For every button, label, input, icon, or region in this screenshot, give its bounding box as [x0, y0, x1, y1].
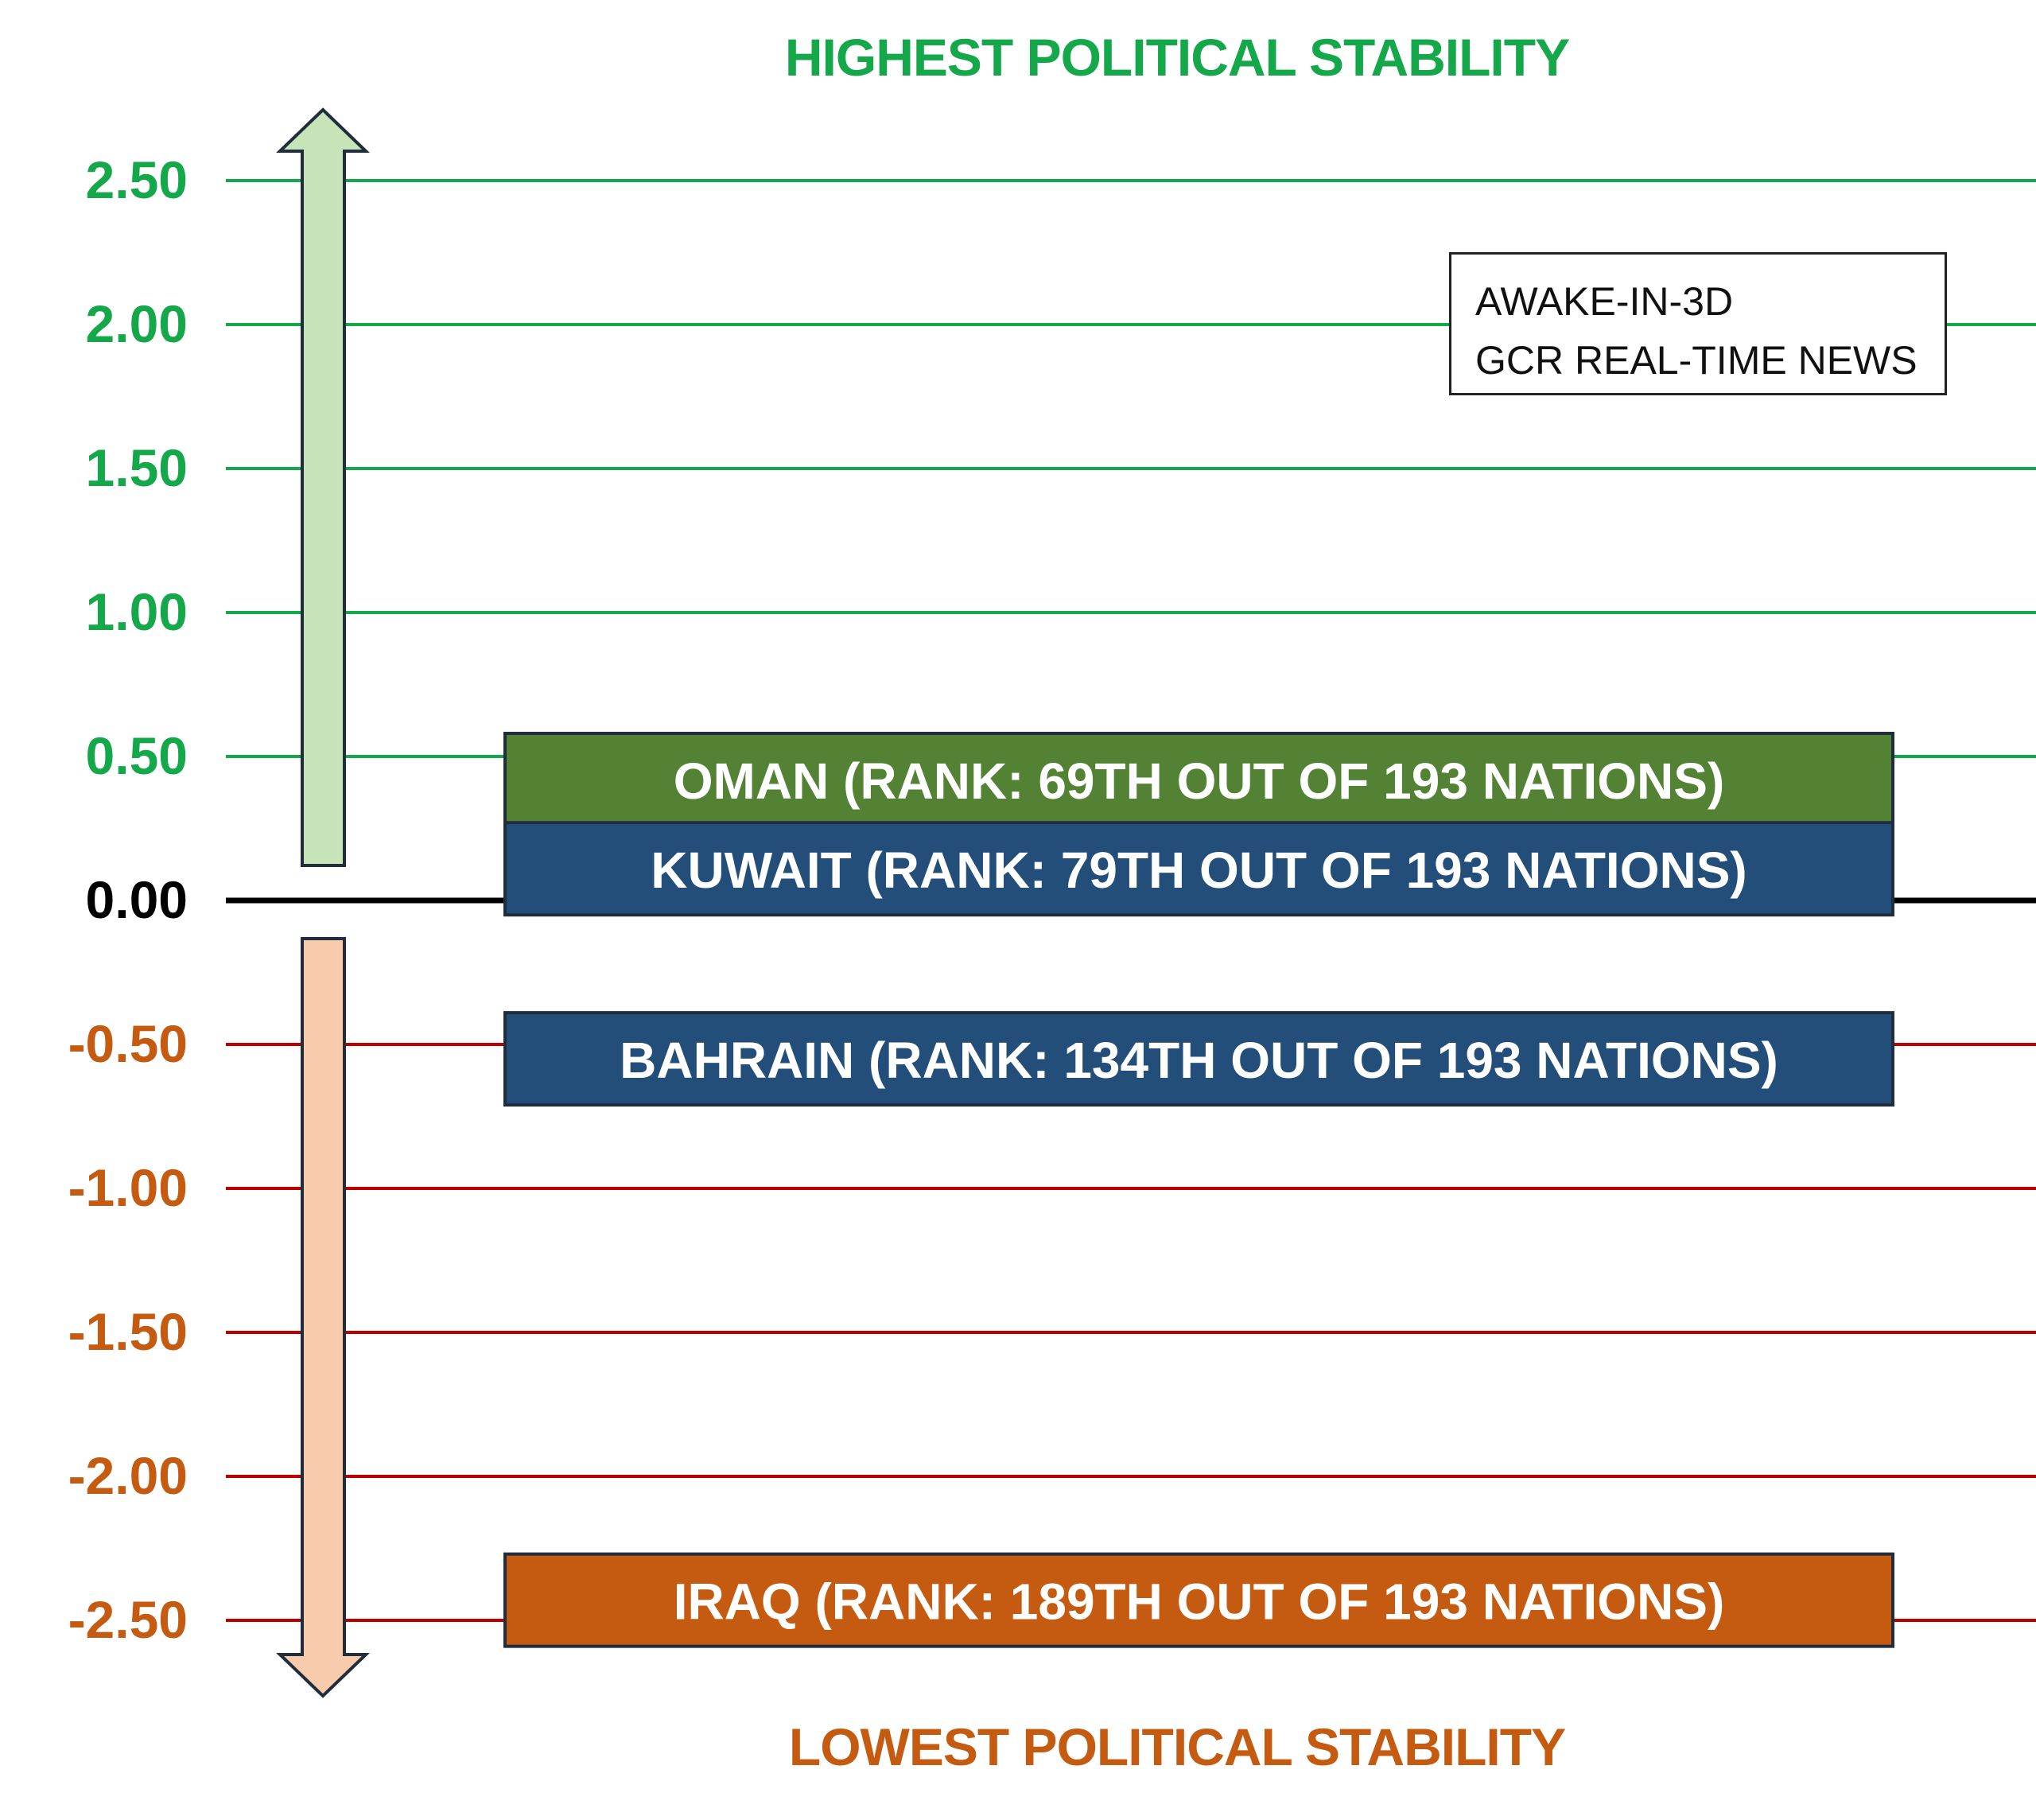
y-tick-label: -0.50 — [68, 1014, 188, 1073]
country-bars: OMAN (RANK: 69TH OUT OF 193 NATIONS) KUWA… — [503, 731, 1894, 1648]
country-bar: BAHRAIN (RANK: 134TH OUT OF 193 NATIONS) — [503, 1011, 1894, 1107]
y-tick-label: -1.50 — [68, 1302, 188, 1361]
bar-label: KUWAIT (RANK: 79TH OUT OF 193 NATIONS) — [651, 842, 1747, 899]
down-arrow-icon — [276, 937, 370, 1698]
y-axis-tick-labels: 2.50 2.00 1.50 1.00 0.50 0.00 -0.50 -1.00 -1.50 -… — [68, 150, 188, 1649]
bar-rect — [503, 821, 1894, 917]
bar-label: BAHRAIN (RANK: 134TH OUT OF 193 NATIONS) — [620, 1032, 1778, 1089]
bar-rect — [503, 1552, 1894, 1648]
y-tick-label: -2.50 — [68, 1590, 188, 1649]
y-tick-label: 0.50 — [86, 726, 188, 785]
y-tick-label: 1.50 — [86, 438, 188, 497]
bar-rect — [503, 1011, 1894, 1107]
country-bar: OMAN (RANK: 69TH OUT OF 193 NATIONS) — [503, 731, 1894, 827]
watermark-line-2: GCR REAL-TIME NEWS — [1475, 338, 1917, 383]
scale-arrows — [276, 107, 370, 1698]
y-tick-label: 0.00 — [86, 870, 188, 929]
chart-bottom-title: LOWEST POLITICAL STABILITY — [788, 1717, 1566, 1776]
y-tick-label: 1.00 — [86, 582, 188, 641]
y-tick-label: 2.50 — [86, 150, 188, 209]
bar-label: IRAQ (RANK: 189TH OUT OF 193 NATIONS) — [674, 1573, 1725, 1631]
country-bar: KUWAIT (RANK: 79TH OUT OF 193 NATIONS) — [503, 821, 1894, 917]
y-tick-label: -1.00 — [68, 1158, 188, 1217]
bar-label: OMAN (RANK: 69TH OUT OF 193 NATIONS) — [674, 752, 1725, 810]
chart-top-title: HIGHEST POLITICAL STABILITY — [784, 28, 1570, 87]
up-arrow-icon — [276, 107, 370, 867]
watermark-line-1: AWAKE-IN-3D — [1475, 279, 1734, 324]
watermark-box: AWAKE-IN-3D GCR REAL-TIME NEWS — [1449, 252, 1947, 395]
country-bar: IRAQ (RANK: 189TH OUT OF 193 NATIONS) — [503, 1552, 1894, 1648]
y-tick-label: 2.00 — [86, 294, 188, 353]
y-tick-label: -2.00 — [68, 1446, 188, 1505]
